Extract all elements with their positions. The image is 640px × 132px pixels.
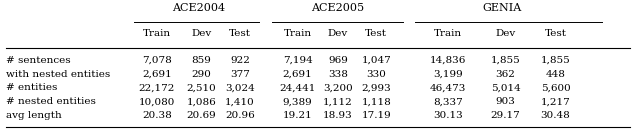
Text: 2,691: 2,691 (142, 70, 172, 79)
Text: 1,086: 1,086 (187, 97, 216, 106)
Text: Dev: Dev (328, 29, 348, 38)
Text: 5,600: 5,600 (541, 84, 570, 93)
Text: 969: 969 (328, 56, 348, 65)
Text: # nested entities: # nested entities (6, 97, 96, 106)
Text: # sentences: # sentences (6, 56, 71, 65)
Text: Dev: Dev (191, 29, 212, 38)
Text: 20.96: 20.96 (225, 111, 255, 120)
Text: 290: 290 (191, 70, 212, 79)
Text: # entities: # entities (6, 84, 58, 93)
Text: 1,410: 1,410 (225, 97, 255, 106)
Text: avg length: avg length (6, 111, 62, 120)
Text: 1,112: 1,112 (323, 97, 353, 106)
Text: 20.69: 20.69 (187, 111, 216, 120)
Text: Test: Test (229, 29, 251, 38)
Text: 9,389: 9,389 (283, 97, 312, 106)
Text: 7,078: 7,078 (142, 56, 172, 65)
Text: Train: Train (284, 29, 312, 38)
Text: 2,993: 2,993 (362, 84, 391, 93)
Text: 922: 922 (230, 56, 250, 65)
Text: 10,080: 10,080 (139, 97, 175, 106)
Text: 3,199: 3,199 (433, 70, 463, 79)
Text: 8,337: 8,337 (433, 97, 463, 106)
Text: 19.21: 19.21 (283, 111, 312, 120)
Text: 903: 903 (495, 97, 516, 106)
Text: with nested entities: with nested entities (6, 70, 111, 79)
Text: 7,194: 7,194 (283, 56, 312, 65)
Text: 14,836: 14,836 (430, 56, 466, 65)
Text: 2,510: 2,510 (187, 84, 216, 93)
Text: 1,855: 1,855 (541, 56, 570, 65)
Text: 22,172: 22,172 (139, 84, 175, 93)
Text: Test: Test (365, 29, 387, 38)
Text: 859: 859 (191, 56, 212, 65)
Text: 24,441: 24,441 (280, 84, 316, 93)
Text: 1,855: 1,855 (491, 56, 520, 65)
Text: 1,118: 1,118 (362, 97, 391, 106)
Text: 5,014: 5,014 (491, 84, 520, 93)
Text: 30.48: 30.48 (541, 111, 570, 120)
Text: 448: 448 (545, 70, 566, 79)
Text: 1,217: 1,217 (541, 97, 570, 106)
Text: 2,691: 2,691 (283, 70, 312, 79)
Text: 3,024: 3,024 (225, 84, 255, 93)
Text: 338: 338 (328, 70, 348, 79)
Text: 3,200: 3,200 (323, 84, 353, 93)
Text: 377: 377 (230, 70, 250, 79)
Text: 1,047: 1,047 (362, 56, 391, 65)
Text: GENIA: GENIA (482, 3, 522, 13)
Text: ACE2005: ACE2005 (310, 3, 364, 13)
Text: 362: 362 (495, 70, 516, 79)
Text: 18.93: 18.93 (323, 111, 353, 120)
Text: ACE2004: ACE2004 (172, 3, 225, 13)
Text: Test: Test (545, 29, 566, 38)
Text: Dev: Dev (495, 29, 516, 38)
Text: 29.17: 29.17 (491, 111, 520, 120)
Text: 330: 330 (366, 70, 387, 79)
Text: 30.13: 30.13 (433, 111, 463, 120)
Text: 17.19: 17.19 (362, 111, 391, 120)
Text: 20.38: 20.38 (142, 111, 172, 120)
Text: 46,473: 46,473 (430, 84, 466, 93)
Text: Train: Train (434, 29, 462, 38)
Text: Train: Train (143, 29, 171, 38)
